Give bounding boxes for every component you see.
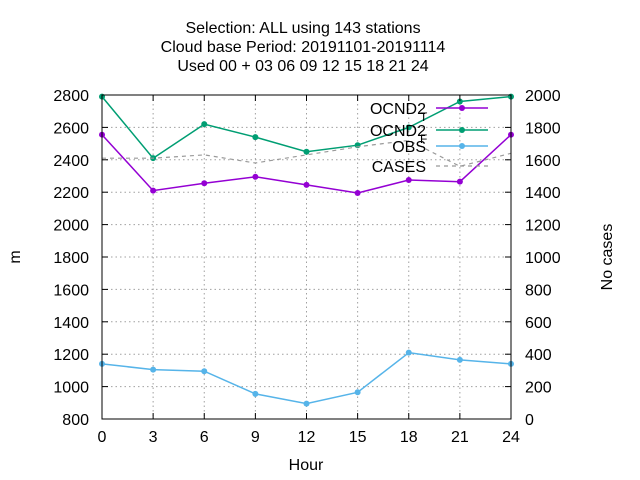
data-point-ocnd2-f	[252, 134, 259, 141]
y2-tick-label: 1600	[525, 153, 561, 170]
data-point-ocnd2-f	[201, 121, 208, 128]
data-point-ocnd2-f	[456, 98, 463, 105]
y2-tick-label: 600	[525, 315, 552, 332]
y2-tick-label: 1400	[525, 185, 561, 202]
y2-tick-label: 400	[525, 347, 552, 364]
x-tick-label: 9	[251, 429, 260, 446]
legend-subscript: F	[420, 132, 427, 146]
title-line-2: Cloud base Period: 20191101-20191114	[161, 39, 446, 56]
y2-tick-label: 800	[525, 282, 552, 299]
x-tick-label: 15	[349, 429, 367, 446]
x-tick-label: 0	[98, 429, 107, 446]
legend-marker	[459, 105, 465, 111]
data-point-ocnd2-f	[405, 124, 412, 131]
data-point-ocnd2-t	[150, 187, 157, 194]
legend-label-ocnd2-f: OCND2	[370, 123, 426, 140]
y-tick-label: 2200	[53, 185, 89, 202]
x-axis-label: Hour	[289, 457, 324, 474]
y-tick-label: 1400	[53, 315, 89, 332]
x-tick-label: 21	[451, 429, 469, 446]
y2-tick-label: 1200	[525, 218, 561, 235]
y2-tick-label: 1000	[525, 250, 561, 267]
data-point-obs	[252, 390, 259, 397]
y2-tick-label: 2000	[525, 88, 561, 105]
y-axis-label: m	[7, 250, 24, 263]
y-tick-label: 1600	[53, 282, 89, 299]
chart-title: Selection: ALL using 143 stations Cloud …	[161, 20, 446, 75]
y2-tick-label: 0	[525, 412, 534, 429]
data-point-obs	[303, 400, 310, 407]
y2-axis-label: No cases	[599, 224, 616, 291]
data-point-obs	[201, 368, 208, 375]
y-tick-label: 2400	[53, 153, 89, 170]
data-point-ocnd2-t	[405, 177, 412, 184]
axis-ticks: 0 3 6 9 12 15 18 21 24 800 1000 1200 1400 1600 1800 200…	[53, 88, 560, 446]
data-point-obs	[405, 349, 412, 356]
data-point-obs	[354, 389, 361, 396]
data-point-obs	[150, 366, 157, 373]
legend-marker	[459, 143, 465, 149]
legend-label-ocnd2-t: OCND2	[370, 101, 426, 118]
data-point-ocnd2-t	[201, 180, 208, 187]
legend-label-obs: OBS	[392, 139, 426, 156]
y-tick-label: 1200	[53, 347, 89, 364]
legend-label-cases: CASES	[372, 159, 426, 176]
legend-subscript: T	[420, 110, 428, 124]
data-point-ocnd2-t	[354, 190, 361, 197]
data-point-ocnd2-t	[252, 173, 259, 180]
y-tick-label: 2800	[53, 88, 89, 105]
data-point-ocnd2-f	[303, 148, 310, 155]
y2-tick-label: 1800	[525, 120, 561, 137]
series-line-obs	[101, 351, 512, 405]
legend-marker	[459, 127, 465, 133]
y-tick-label: 800	[62, 412, 89, 429]
y-tick-label: 2600	[53, 120, 89, 137]
x-tick-label: 6	[200, 429, 209, 446]
data-point-ocnd2-t	[456, 178, 463, 185]
x-tick-label: 18	[400, 429, 418, 446]
y2-tick-label: 200	[525, 380, 552, 397]
x-tick-label: 24	[502, 429, 520, 446]
title-line-3: Used 00 + 03 06 09 12 15 18 21 24	[177, 58, 428, 75]
series-line-cases	[102, 139, 512, 167]
y-tick-label: 2000	[53, 218, 89, 235]
title-line-1: Selection: ALL using 143 stations	[185, 20, 420, 37]
data-point-ocnd2-t	[303, 181, 310, 188]
data-point-obs	[456, 356, 463, 363]
y-tick-label: 1000	[53, 380, 89, 397]
grid-lines	[102, 95, 511, 419]
x-tick-label: 3	[149, 429, 158, 446]
x-tick-label: 12	[298, 429, 316, 446]
y-tick-label: 1800	[53, 250, 89, 267]
